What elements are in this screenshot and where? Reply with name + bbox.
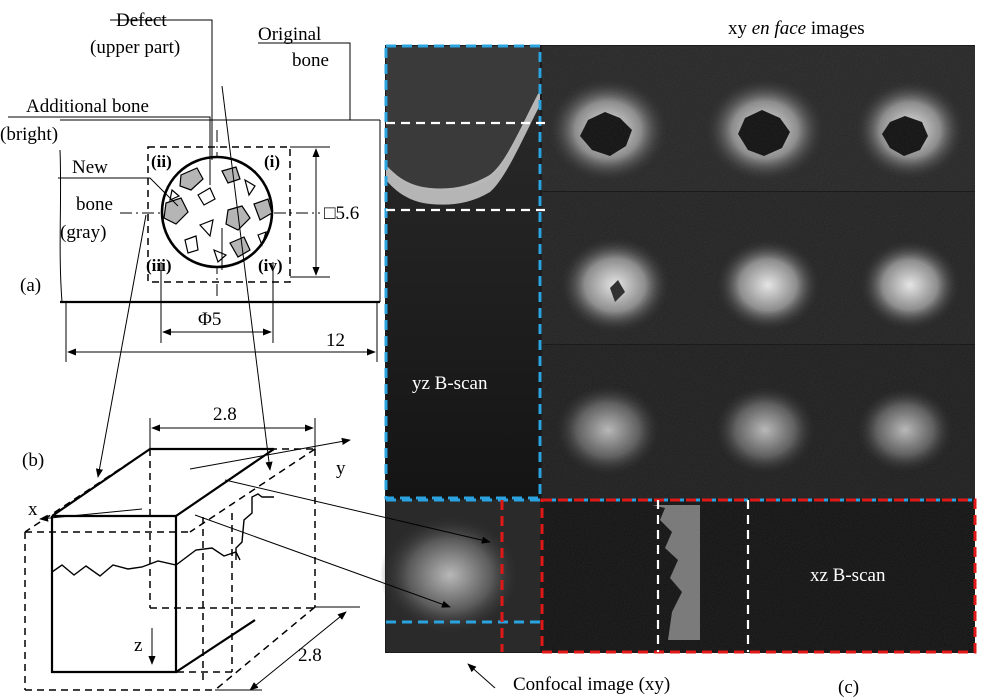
surface-profile [51,547,241,577]
label-xz-bscan: xz B-scan [810,565,886,586]
connector-left [95,214,147,478]
label-enface-title: xy en face images [728,18,865,39]
blue-dash-box [384,44,542,500]
label-original: Original [258,24,321,45]
panel-b-drawing [24,85,360,691]
additional-bone-fragments [169,178,267,264]
label-confocal: Confocal image (xy) [513,674,670,695]
label-axis-x: x [28,499,38,520]
label-panel-b: (b) [22,450,44,471]
label-box-dim-top: 2.8 [213,404,237,425]
red-dash-box [540,498,977,654]
label-quadrant-ii: (ii) [151,152,172,171]
label-quadrant-i: (i) [264,152,280,171]
label-box-dim-side: 2.8 [298,645,322,666]
label-square-dim: □5.6 [324,203,359,224]
connector-defect [221,85,273,471]
new-bone-fragments [163,166,273,258]
label-yz-bscan: yz B-scan [412,373,488,394]
label-width-dim: 12 [326,330,345,351]
enface-title-post: images [806,18,865,39]
label-additional-sub: (bright) [0,124,58,145]
panel-a-drawing [8,19,381,362]
label-defect: Defect [116,10,167,31]
label-panel-c: (c) [838,677,859,698]
label-new-bone-1: New [72,157,108,178]
defect-leader [110,19,213,160]
inner-block-front [50,514,178,674]
enface-title-italic: en face [752,18,806,39]
label-panel-a: (a) [20,275,41,296]
original-leader [258,42,351,120]
enface-title-pre: xy [728,18,752,39]
label-quadrant-iv: (iv) [258,256,283,275]
text-labels: Defect (upper part) Original bone Additi… [0,10,886,698]
label-quadrant-iii: (iii) [146,256,172,275]
label-new-bone-2: bone [76,194,113,215]
additional-leader [8,116,211,185]
panel-c-images [194,44,977,689]
label-axis-z: z [134,635,142,656]
label-original-sub: bone [292,50,329,71]
connector-to-confocal-lower [194,514,451,608]
label-new-bone-3: (gray) [60,222,106,243]
label-defect-sub: (upper part) [90,37,180,58]
label-additional: Additional bone [26,96,149,117]
bone-left-break [59,149,63,303]
new-bone-leader [58,177,179,207]
label-diameter-dim: Φ5 [198,309,221,330]
box-dim-side-line [249,611,347,691]
y-axis-arrow [189,437,351,470]
label-axis-y: y [336,458,346,479]
dashed-square [147,146,291,283]
surface-profile-side [235,493,274,560]
connector-to-confocal [224,479,491,544]
x-axis-arrow [39,508,143,522]
confocal-pointer [467,663,496,689]
